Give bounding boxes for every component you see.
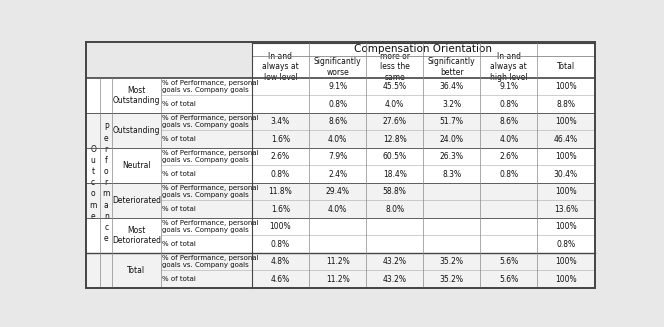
Text: Outstanding: Outstanding	[113, 126, 160, 135]
Bar	[86, 113, 594, 130]
Text: 43.2%: 43.2%	[382, 257, 406, 266]
Text: 2.6%: 2.6%	[271, 152, 290, 161]
Bar	[86, 183, 594, 200]
Text: 8.0%: 8.0%	[385, 205, 404, 214]
Bar	[86, 42, 252, 78]
Bar	[86, 235, 594, 253]
Text: In and
always at
high level: In and always at high level	[490, 52, 528, 82]
Text: 13.6%: 13.6%	[554, 205, 578, 214]
Bar	[86, 200, 594, 218]
Text: O
u
t
c
o
m
e: O u t c o m e	[90, 145, 97, 221]
Text: 51.7%: 51.7%	[440, 117, 463, 126]
Text: 100%: 100%	[555, 82, 577, 91]
Text: 45.5%: 45.5%	[382, 82, 407, 91]
Text: % of total: % of total	[162, 136, 196, 142]
Bar	[86, 270, 594, 288]
Text: Compensation Orientation: Compensation Orientation	[354, 44, 492, 54]
Text: 2.6%: 2.6%	[499, 152, 519, 161]
Text: 0.8%: 0.8%	[328, 99, 347, 109]
Text: 4.0%: 4.0%	[499, 134, 519, 144]
Bar	[86, 78, 594, 95]
Text: 35.2%: 35.2%	[440, 257, 463, 266]
Text: % of total: % of total	[162, 171, 196, 177]
Text: 4.0%: 4.0%	[328, 205, 347, 214]
Text: 46.4%: 46.4%	[554, 134, 578, 144]
Text: 11.8%: 11.8%	[269, 187, 292, 196]
Text: 100%: 100%	[555, 257, 577, 266]
Text: 100%: 100%	[270, 222, 291, 231]
Text: 27.6%: 27.6%	[382, 117, 406, 126]
Text: % of Performance, personal
goals vs. Company goals: % of Performance, personal goals vs. Com…	[162, 185, 259, 198]
Text: 26.3%: 26.3%	[440, 152, 463, 161]
Bar	[86, 148, 594, 165]
Text: 0.8%: 0.8%	[556, 240, 576, 249]
Text: 43.2%: 43.2%	[382, 275, 406, 284]
Text: 0.8%: 0.8%	[271, 240, 290, 249]
Text: Deteriorated: Deteriorated	[112, 196, 161, 205]
Text: 7.9%: 7.9%	[328, 152, 347, 161]
Text: Most
Outstanding: Most Outstanding	[113, 86, 160, 105]
Text: 12.8%: 12.8%	[383, 134, 406, 144]
Text: 11.2%: 11.2%	[326, 257, 349, 266]
Text: In and
always at
low level: In and always at low level	[262, 52, 299, 82]
Text: P
e
r
f
o
r
m
a
n
c
e: P e r f o r m a n c e	[102, 123, 110, 243]
Text: % of total: % of total	[162, 241, 196, 247]
Text: 35.2%: 35.2%	[440, 275, 463, 284]
Text: % of Performance, personal
goals vs. Company goals: % of Performance, personal goals vs. Com…	[162, 80, 259, 93]
Text: 9.1%: 9.1%	[328, 82, 347, 91]
Text: % of Performance, personal
goals vs. Company goals: % of Performance, personal goals vs. Com…	[162, 115, 259, 128]
Text: 100%: 100%	[555, 222, 577, 231]
Text: 0.8%: 0.8%	[499, 170, 519, 179]
Text: 100%: 100%	[555, 152, 577, 161]
Text: 29.4%: 29.4%	[325, 187, 349, 196]
Text: 3.4%: 3.4%	[271, 117, 290, 126]
Text: Total: Total	[127, 266, 145, 275]
Text: 1.6%: 1.6%	[271, 134, 290, 144]
Text: % of Performance, personal
goals vs. Company goals: % of Performance, personal goals vs. Com…	[162, 220, 259, 233]
Text: % of total: % of total	[162, 276, 196, 282]
Text: 4.0%: 4.0%	[328, 134, 347, 144]
Bar	[86, 218, 594, 235]
Text: 1.6%: 1.6%	[271, 205, 290, 214]
Text: 100%: 100%	[555, 187, 577, 196]
Text: 58.8%: 58.8%	[382, 187, 406, 196]
Bar	[86, 130, 594, 148]
Text: 8.6%: 8.6%	[499, 117, 519, 126]
Text: Most
Detoriorated: Most Detoriorated	[112, 226, 161, 245]
Text: 60.5%: 60.5%	[382, 152, 407, 161]
Text: 4.6%: 4.6%	[271, 275, 290, 284]
Bar	[86, 95, 594, 113]
Text: 3.2%: 3.2%	[442, 99, 461, 109]
Text: 4.8%: 4.8%	[271, 257, 290, 266]
Text: 5.6%: 5.6%	[499, 275, 519, 284]
Text: 8.8%: 8.8%	[556, 99, 576, 109]
Text: Significantly
better: Significantly better	[428, 57, 475, 77]
Text: % of total: % of total	[162, 101, 196, 107]
Text: 0.8%: 0.8%	[271, 170, 290, 179]
Text: Neutral: Neutral	[122, 161, 151, 170]
Text: 100%: 100%	[555, 275, 577, 284]
Text: 100%: 100%	[555, 117, 577, 126]
Text: 5.6%: 5.6%	[499, 257, 519, 266]
Text: 18.4%: 18.4%	[382, 170, 406, 179]
Text: 24.0%: 24.0%	[440, 134, 463, 144]
Text: % of Performance, personal
goals vs. Company goals: % of Performance, personal goals vs. Com…	[162, 150, 259, 163]
Text: 8.6%: 8.6%	[328, 117, 347, 126]
Text: 11.2%: 11.2%	[326, 275, 349, 284]
Bar	[86, 253, 594, 270]
Text: Total: Total	[557, 62, 575, 72]
Text: 8.3%: 8.3%	[442, 170, 461, 179]
Text: more or
less the
same: more or less the same	[380, 52, 410, 82]
Text: 36.4%: 36.4%	[440, 82, 464, 91]
Text: 4.0%: 4.0%	[385, 99, 404, 109]
Text: % of total: % of total	[162, 206, 196, 212]
Text: 30.4%: 30.4%	[554, 170, 578, 179]
Text: 2.4%: 2.4%	[328, 170, 347, 179]
Text: 0.8%: 0.8%	[499, 99, 519, 109]
Bar	[86, 165, 594, 183]
Text: 9.1%: 9.1%	[499, 82, 519, 91]
Text: % of Performance, personal
goals vs. Company goals: % of Performance, personal goals vs. Com…	[162, 255, 259, 268]
Text: Significantly
worse: Significantly worse	[314, 57, 361, 77]
